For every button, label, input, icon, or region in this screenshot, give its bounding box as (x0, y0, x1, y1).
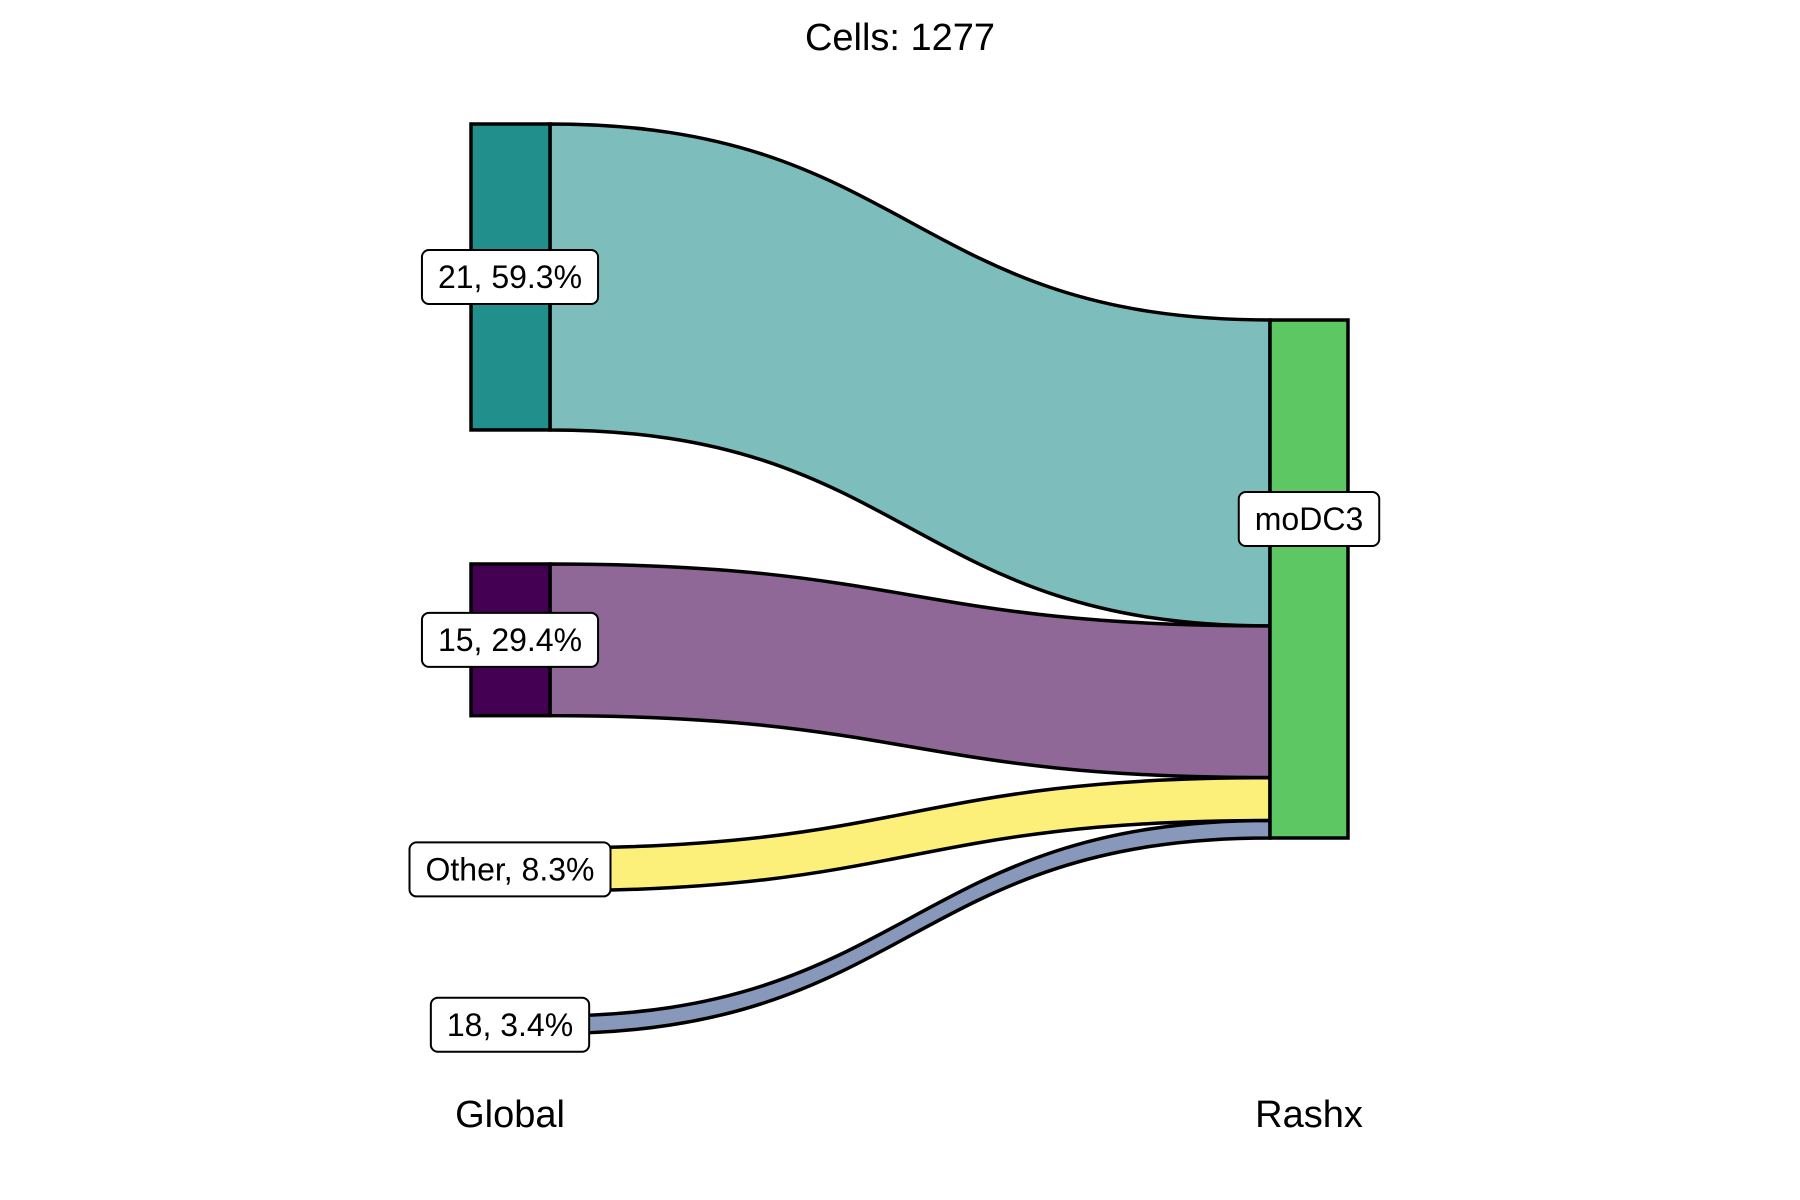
node-label-21: 21, 59.3% (420, 248, 600, 305)
axis-label-rashx: Rashx (1255, 1094, 1363, 1136)
labels-group: 21, 59.3% 15, 29.4% Other, 8.3% 18, 3.4% moD… (408, 248, 1381, 1053)
node-label-18: 18, 3.4% (429, 996, 591, 1053)
node-label-15: 15, 29.4% (420, 611, 600, 668)
node-label-other: Other, 8.3% (408, 841, 612, 898)
node-label-21-box (420, 248, 600, 305)
flows-group (548, 122, 1272, 1036)
node-label-other-text: Other, 8.3% (426, 851, 595, 887)
chart-title: Cells: 1277 (805, 17, 995, 59)
flow-21-to-modc3 (548, 122, 1272, 628)
node-label-18-text: 18, 3.4% (447, 1007, 573, 1043)
axis-label-global: Global (455, 1094, 565, 1136)
node-label-18-box (429, 996, 591, 1053)
node-label-15-box (420, 611, 600, 668)
node-label-15-text: 15, 29.4% (438, 622, 582, 658)
node-label-21-text: 21, 59.3% (438, 259, 582, 295)
node-label-modc3-box (1237, 491, 1381, 547)
node-label-other-box (408, 841, 612, 898)
node-label-modc3-text: moDC3 (1255, 501, 1363, 537)
node-bar-modc3 (1268, 318, 1350, 840)
node-label-modc3: moDC3 (1237, 491, 1381, 547)
